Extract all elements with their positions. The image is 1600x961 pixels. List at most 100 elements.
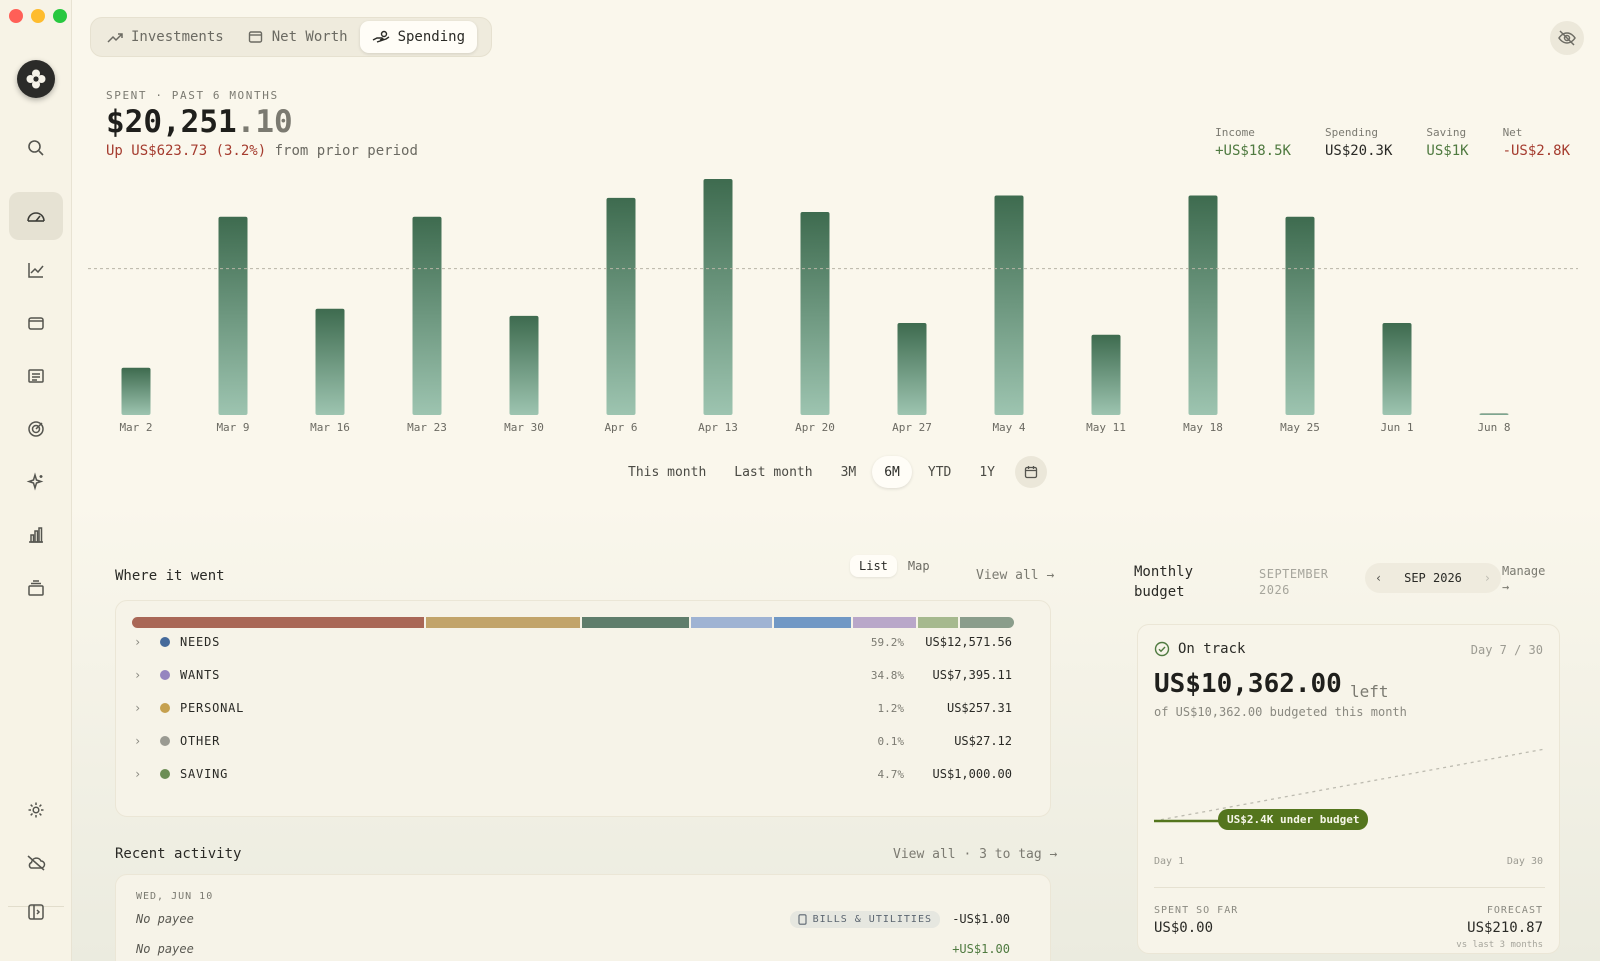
chart-bar[interactable] bbox=[703, 179, 733, 415]
chart-bar[interactable] bbox=[315, 308, 345, 415]
calendar-icon bbox=[1024, 466, 1038, 479]
range-ytd[interactable]: YTD bbox=[927, 464, 952, 480]
range-1y[interactable]: 1Y bbox=[979, 464, 996, 480]
category-card: › NEEDS 59.2% US$12,571.56 › WANTS 34.8% US$7,3… bbox=[115, 600, 1051, 817]
activity-payee: No payee bbox=[136, 942, 194, 956]
stat-label: Income bbox=[1215, 126, 1255, 139]
sidebar-item-offline[interactable] bbox=[9, 839, 63, 887]
expand-chevron-icon[interactable]: › bbox=[134, 668, 142, 682]
where-view-all-link[interactable]: View all → bbox=[976, 568, 1055, 583]
chart-bar[interactable] bbox=[121, 367, 151, 415]
prev-month-button[interactable]: ‹ bbox=[1375, 571, 1383, 585]
zoom-window-button[interactable] bbox=[53, 9, 67, 23]
stat-saving: Saving US$1K bbox=[1426, 126, 1468, 159]
x-tick-label: May 25 bbox=[1280, 421, 1320, 434]
category-name: PERSONAL bbox=[180, 701, 245, 715]
forecast-value: US$210.87 bbox=[1467, 920, 1543, 936]
category-bar-segment bbox=[691, 617, 772, 628]
activity-row[interactable]: No payee +US$1.00 bbox=[136, 938, 1010, 960]
activity-view-all-link[interactable]: View all · 3 to tag → bbox=[893, 847, 1058, 862]
month-navigator: ‹ SEP 2026 › bbox=[1365, 563, 1501, 593]
gauge-icon bbox=[27, 212, 45, 222]
minimize-window-button[interactable] bbox=[31, 9, 45, 23]
budget-month: SEPTEMBER 2026 bbox=[1259, 566, 1329, 598]
total-spent: $20,251.10 bbox=[106, 104, 293, 140]
sidebar-item-reports[interactable] bbox=[9, 511, 63, 559]
category-row-wants[interactable]: › WANTS 34.8% US$7,395.11 bbox=[134, 664, 1014, 686]
range-this-month[interactable]: This month bbox=[628, 464, 707, 480]
tab-investments[interactable]: Investments bbox=[95, 21, 236, 53]
budget-of-line: of US$10,362.00 budgeted this month bbox=[1154, 705, 1407, 719]
range-last-month[interactable]: Last month bbox=[734, 464, 813, 480]
close-window-button[interactable] bbox=[9, 9, 23, 23]
chart-bar[interactable] bbox=[1479, 413, 1509, 416]
sidebar-item-accounts[interactable] bbox=[9, 299, 63, 347]
category-row-needs[interactable]: › NEEDS 59.2% US$12,571.56 bbox=[134, 631, 1014, 653]
app-logo[interactable] bbox=[17, 60, 55, 98]
sidebar-item-investments[interactable] bbox=[9, 246, 63, 294]
category-row-other[interactable]: › OTHER 0.1% US$27.12 bbox=[134, 730, 1014, 752]
sidebar-item-transactions[interactable] bbox=[9, 352, 63, 400]
toggle-map[interactable]: Map bbox=[907, 559, 930, 573]
expand-chevron-icon[interactable]: › bbox=[134, 734, 142, 748]
x-tick-label: May 18 bbox=[1183, 421, 1223, 434]
x-tick-label: Jun 8 bbox=[1477, 421, 1510, 434]
chart-bar[interactable] bbox=[218, 216, 248, 415]
x-tick-label: Mar 16 bbox=[310, 421, 350, 434]
sidebar-item-insights[interactable] bbox=[9, 458, 63, 506]
forecast-comparison: vs last 3 months bbox=[1456, 940, 1543, 950]
tab-spending[interactable]: Spending bbox=[359, 21, 478, 53]
sidebar-item-goals[interactable] bbox=[9, 405, 63, 453]
category-row-personal[interactable]: › PERSONAL 1.2% US$257.31 bbox=[134, 697, 1014, 719]
sidebar-divider bbox=[8, 906, 64, 907]
expand-chevron-icon[interactable]: › bbox=[134, 701, 142, 715]
chart-bar[interactable] bbox=[1188, 195, 1218, 415]
toggle-list[interactable]: List bbox=[850, 555, 897, 577]
range-3m[interactable]: 3M bbox=[840, 464, 857, 480]
stat-label: Saving bbox=[1426, 126, 1467, 139]
chart-bar[interactable] bbox=[412, 216, 442, 415]
category-tag[interactable]: BILLS & UTILITIES bbox=[789, 910, 940, 928]
expand-chevron-icon[interactable]: › bbox=[134, 767, 142, 781]
stat-income: Income +US$18.5K bbox=[1215, 126, 1291, 159]
sidebar-item-dashboard[interactable] bbox=[9, 192, 63, 240]
sidebar bbox=[0, 0, 72, 961]
custom-range-button[interactable] bbox=[1015, 456, 1048, 488]
sidebar-item-search[interactable] bbox=[9, 124, 63, 172]
x-tick-label: Mar 23 bbox=[407, 421, 447, 434]
category-row-saving[interactable]: › SAVING 4.7% US$1,000.00 bbox=[134, 763, 1014, 785]
sidebar-collapse-button[interactable] bbox=[9, 888, 63, 936]
activity-card: WED, JUN 10 No payee BILLS & UTILITIES -… bbox=[115, 874, 1051, 961]
chart-bar[interactable] bbox=[1091, 334, 1121, 415]
stat-label: Net bbox=[1502, 126, 1523, 139]
list-icon bbox=[28, 369, 44, 383]
category-name: SAVING bbox=[180, 767, 229, 781]
chart-bar[interactable] bbox=[606, 197, 636, 415]
chart-bar[interactable] bbox=[509, 315, 539, 415]
sidebar-item-archive[interactable] bbox=[9, 564, 63, 612]
activity-row[interactable]: No payee BILLS & UTILITIES -US$1.00 bbox=[136, 908, 1010, 930]
manage-budget-link[interactable]: Manage → bbox=[1502, 563, 1545, 595]
summary-stats: Income +US$18.5K Spending US$20.3K Savin… bbox=[1215, 126, 1570, 159]
stat-value: -US$2.8K bbox=[1502, 143, 1570, 159]
expand-chevron-icon[interactable]: › bbox=[134, 635, 142, 649]
tab-net-worth[interactable]: Net Worth bbox=[236, 21, 360, 53]
change-amount: Up US$623.73 (3.2%) bbox=[106, 143, 267, 159]
sidebar-item-settings[interactable] bbox=[9, 786, 63, 834]
range-6m[interactable]: 6M bbox=[872, 456, 912, 488]
budget-status-label: On track bbox=[1178, 641, 1246, 657]
category-bar-segment bbox=[426, 617, 581, 628]
chart-bar[interactable] bbox=[1285, 216, 1315, 415]
chart-bar[interactable] bbox=[994, 195, 1024, 415]
category-color-dot bbox=[160, 703, 170, 713]
category-amount: US$12,571.56 bbox=[925, 635, 1012, 649]
next-month-button[interactable]: › bbox=[1483, 571, 1491, 585]
x-tick-label: Apr 20 bbox=[795, 421, 835, 434]
x-tick-label: May 4 bbox=[992, 421, 1025, 434]
category-amount: US$1,000.00 bbox=[932, 767, 1012, 781]
chart-bar[interactable] bbox=[800, 212, 830, 415]
chart-bar[interactable] bbox=[1382, 322, 1412, 415]
tab-label: Net Worth bbox=[271, 29, 348, 45]
chart-bar[interactable] bbox=[897, 322, 927, 415]
hide-values-button[interactable] bbox=[1550, 21, 1584, 55]
